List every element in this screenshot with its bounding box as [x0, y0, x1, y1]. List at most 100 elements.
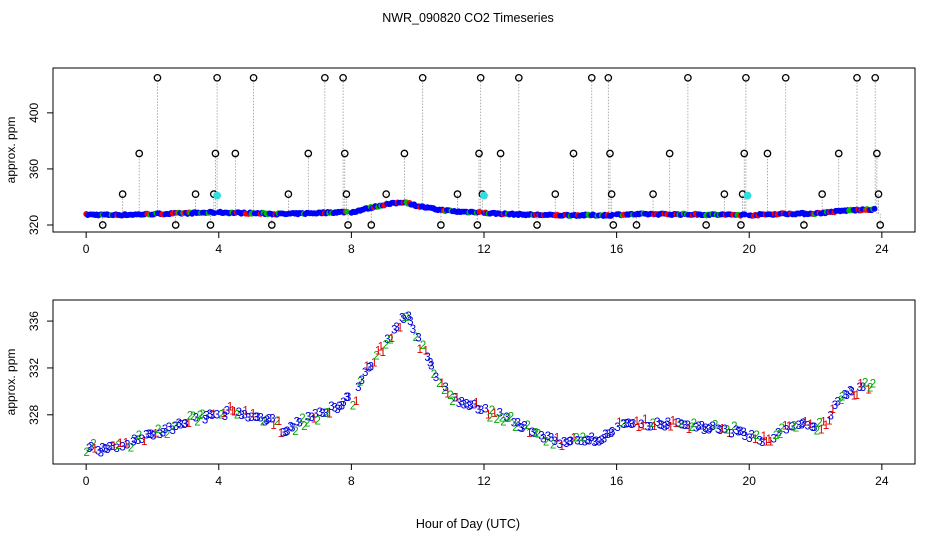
series-3-point: 3 [598, 435, 604, 447]
series-1-point: 1 [616, 417, 622, 429]
series-2-point: 2 [505, 413, 511, 425]
series-1-point: 1 [786, 421, 792, 433]
series-3-point: 3 [702, 423, 708, 435]
series-3-point: 3 [645, 422, 651, 434]
series-3-point: 3 [566, 437, 572, 449]
outlier-point [340, 149, 349, 158]
bottom-x-tick-label: 12 [477, 474, 491, 488]
series-3-point: 3 [86, 443, 92, 455]
series-2-point: 2 [155, 424, 161, 436]
series-3-point: 3 [706, 425, 712, 437]
series-2-point: 2 [533, 428, 539, 440]
bottom-x-tick-label: 20 [743, 474, 757, 488]
series-1-point: 1 [375, 346, 381, 358]
series-1-point: 1 [826, 416, 832, 428]
series-1-point: 1 [761, 431, 767, 443]
outlier-point [834, 149, 843, 158]
series-3-point: 3 [98, 448, 104, 460]
series-3-point: 3 [442, 382, 448, 394]
series-3-point: 3 [602, 429, 608, 441]
series-1-point: 1 [642, 414, 648, 426]
series-2-point: 2 [199, 409, 205, 421]
series-1-point: 1 [454, 392, 460, 404]
series-3-point: 3 [148, 429, 154, 441]
series-2-point: 2 [90, 439, 96, 451]
outlier-point [587, 73, 596, 82]
series-2-point: 2 [413, 332, 419, 344]
bottom-y-tick-label: 336 [27, 311, 41, 331]
outlier-point [533, 221, 541, 229]
series-3-point: 3 [266, 413, 272, 425]
series-2-point: 2 [487, 413, 493, 425]
series-3-point: 3 [625, 418, 631, 430]
series-3-point: 3 [715, 424, 721, 436]
series-3-point: 3 [107, 441, 113, 453]
series-3-point: 3 [740, 427, 746, 439]
series-2-point: 2 [731, 421, 737, 433]
top-plot-area [83, 73, 885, 229]
top-x-tick-label: 20 [743, 242, 757, 256]
series-3-point: 3 [119, 441, 125, 453]
series-2-point: 2 [753, 430, 759, 442]
outlier-point [514, 73, 523, 82]
outlier-point [873, 149, 881, 158]
series-1-point: 1 [818, 425, 824, 437]
outlier-point [742, 73, 750, 82]
series-3-point: 3 [529, 427, 535, 439]
series-3-point: 3 [317, 407, 323, 419]
series-3-point: 3 [193, 413, 199, 425]
series-1-point: 1 [526, 428, 532, 440]
outlier-point [632, 221, 641, 229]
top-y-tick-label: 400 [27, 103, 41, 123]
series-3-point: 3 [248, 412, 254, 424]
outlier-point [191, 190, 200, 199]
bottom-y-tick-label: 332 [27, 358, 41, 378]
series-3-point: 3 [662, 422, 668, 434]
series-2-point: 2 [650, 418, 656, 430]
series-3-point: 3 [254, 412, 260, 424]
series-3-point: 3 [257, 413, 263, 425]
series-3-point: 3 [614, 422, 620, 434]
series-3-point: 3 [355, 382, 361, 394]
series-3-point: 3 [482, 404, 488, 416]
series-3-point: 3 [548, 432, 554, 444]
series-3-point: 3 [798, 420, 804, 432]
outlier-point [382, 190, 391, 199]
series-3-point: 3 [131, 434, 137, 446]
series-2-point: 2 [436, 378, 442, 390]
series-3-point: 3 [209, 410, 215, 422]
series-3-point: 3 [104, 444, 110, 456]
series-3-point: 3 [284, 426, 290, 438]
series-1-point: 1 [270, 420, 276, 432]
series-3-point: 3 [638, 419, 644, 431]
series-3-point: 3 [756, 436, 762, 448]
series-3-point: 3 [545, 431, 551, 443]
series-2-point: 2 [816, 418, 822, 430]
series-1-point: 1 [473, 397, 479, 409]
outlier-point [649, 190, 657, 199]
series-1-point: 1 [364, 361, 370, 373]
series-3-point: 3 [531, 428, 537, 440]
outlier-point [853, 73, 861, 82]
series-2-point: 2 [115, 440, 121, 452]
outlier-point [606, 149, 614, 158]
series-3-point: 3 [466, 401, 472, 413]
series-2-point: 2 [691, 418, 697, 430]
x-axis-label: Hour of Day (UTC) [416, 517, 520, 531]
series-1-point: 1 [231, 407, 237, 419]
series-3-point: 3 [623, 419, 629, 431]
series-3-point: 3 [701, 425, 707, 437]
series-3-point: 3 [415, 332, 421, 344]
series-3-point: 3 [717, 425, 723, 437]
series-1-point: 1 [389, 333, 395, 345]
series-3-point: 3 [433, 372, 439, 384]
series-1-point: 1 [371, 358, 377, 370]
series-2-point: 2 [489, 405, 495, 417]
series-1-point: 1 [854, 390, 860, 402]
series-3-point: 3 [605, 429, 611, 441]
series-2-point: 2 [712, 420, 718, 432]
series-3-point: 3 [162, 424, 168, 436]
series-2-point: 2 [260, 417, 266, 429]
series-2-point: 2 [678, 418, 684, 430]
series-3-point: 3 [834, 396, 840, 408]
